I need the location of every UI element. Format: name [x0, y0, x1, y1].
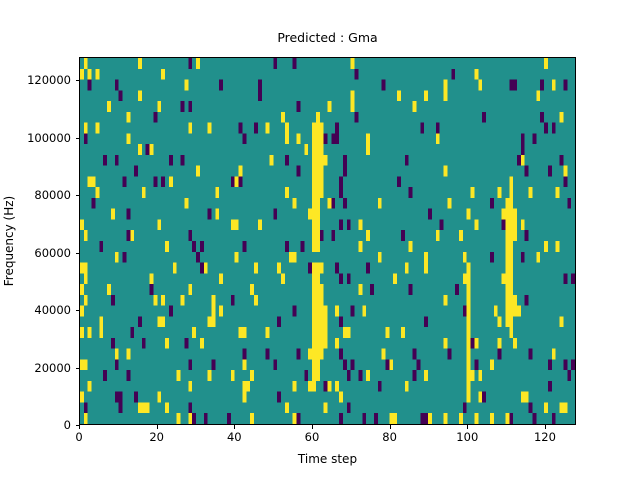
x-tick-mark	[311, 425, 313, 429]
chart-title: Predicted : Gma	[277, 30, 378, 45]
x-tick-label: 120	[533, 430, 556, 444]
x-tick-label: 0	[75, 430, 83, 444]
y-tick-label: 40000	[34, 303, 71, 317]
y-tick-mark	[75, 80, 79, 81]
y-tick-mark	[75, 252, 79, 254]
x-tick-mark	[156, 425, 158, 429]
y-axis-label: Frequency (Hz)	[2, 195, 16, 287]
y-tick-label: 0	[63, 418, 71, 432]
y-tick-label: 20000	[34, 360, 71, 375]
y-tick-label: 80000	[34, 188, 71, 202]
x-tick-label: 60	[304, 430, 320, 444]
x-tick-label: 100	[456, 430, 479, 444]
x-tick-mark	[467, 425, 469, 429]
y-tick-mark	[75, 367, 79, 369]
x-tick-mark	[389, 425, 391, 429]
y-tick-mark	[75, 425, 79, 426]
y-tick-label: 60000	[34, 245, 71, 260]
y-tick-mark	[75, 195, 79, 196]
x-tick-label: 40	[226, 430, 242, 444]
x-tick-mark	[544, 425, 546, 429]
y-tick-label: 120000	[27, 73, 71, 87]
plot-area	[79, 57, 576, 425]
x-tick-label: 80	[382, 430, 397, 444]
y-tick-mark	[75, 310, 79, 311]
heatmap-image	[80, 58, 575, 424]
x-axis-label: Time step	[297, 452, 358, 466]
x-tick-label: 20	[149, 430, 164, 444]
x-tick-mark	[79, 425, 80, 429]
y-tick-label: 100000	[27, 130, 71, 145]
y-tick-mark	[75, 137, 79, 139]
x-tick-mark	[234, 425, 236, 429]
